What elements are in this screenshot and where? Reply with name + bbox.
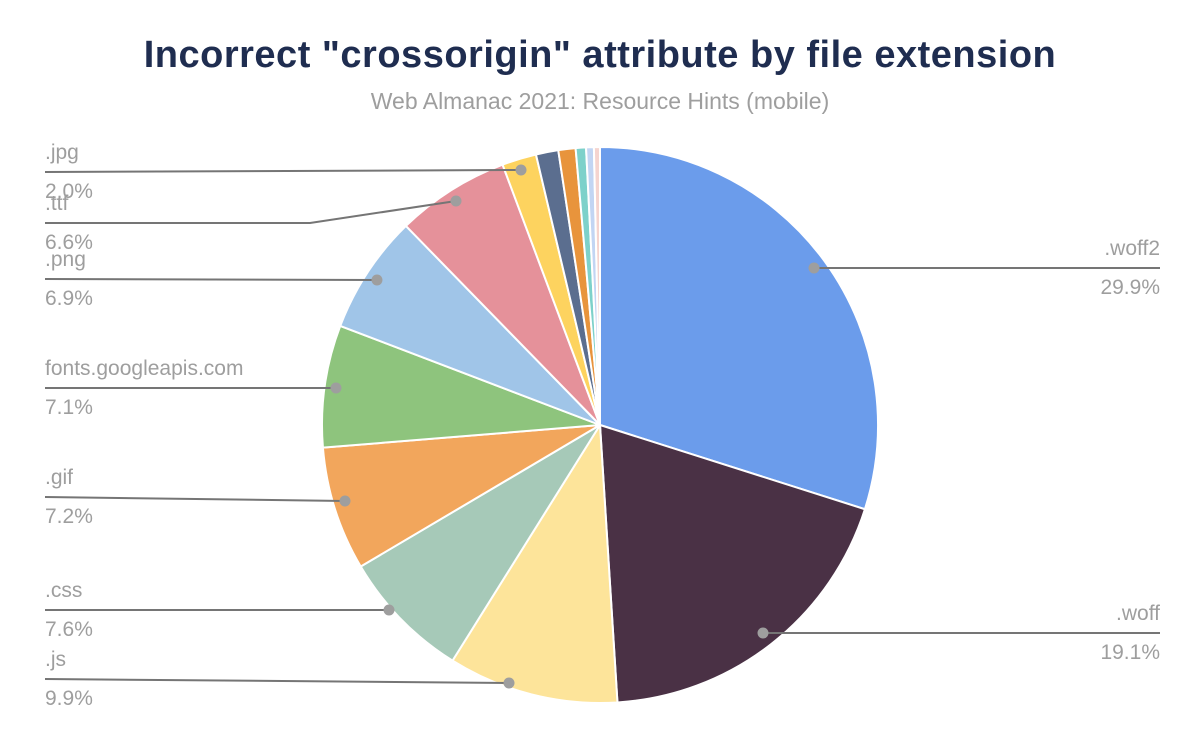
label-jpg-pct: 2.0%: [45, 180, 93, 203]
pie-slice-js: [451, 424, 619, 704]
label-woff-name: .woff: [1116, 602, 1160, 625]
label-jpg-name: .jpg: [45, 141, 79, 164]
label-ttf-name: .ttf: [45, 192, 69, 215]
label-gif-name: .gif: [45, 466, 74, 489]
pie-slice-unlabeled: [592, 146, 601, 426]
chart-subtitle: Web Almanac 2021: Resource Hints (mobile…: [370, 88, 830, 114]
label-gif-pct: 7.2%: [45, 505, 93, 528]
chart-title: Incorrect "crossorigin" attribute by fil…: [143, 34, 1057, 76]
pie-slice-gif: [321, 424, 601, 568]
label-ttf-pct: 6.6%: [45, 231, 93, 254]
pie-slice-fonts.googleapis.com: [321, 324, 601, 449]
pie-slice-woff: [599, 424, 866, 704]
label-fonts-googleapis-pct: 7.1%: [45, 396, 93, 419]
pie-slice-css: [359, 424, 601, 662]
leader-line-jpg: [44, 169, 522, 173]
label-css: .css 7.6%: [45, 580, 93, 640]
leader-dot-css: [383, 604, 395, 616]
pie-slice-woff2: [599, 146, 879, 511]
leader-dot-woff: [757, 627, 769, 639]
label-fonts-googleapis: fonts.googleapis.com 7.1%: [45, 358, 243, 418]
label-png-name: .png: [45, 248, 86, 271]
label-ttf: .ttf 6.6%: [45, 193, 93, 253]
label-js: .js 9.9%: [45, 649, 93, 709]
label-fonts-googleapis-name: fonts.googleapis.com: [45, 357, 244, 380]
label-js-pct: 9.9%: [45, 687, 93, 710]
leader-dot-gif: [339, 495, 351, 507]
label-js-name: .js: [45, 648, 66, 671]
label-png: .png 6.9%: [45, 249, 93, 309]
label-png-pct: 6.9%: [45, 287, 93, 310]
label-woff2: .woff2 29.9%: [1100, 238, 1160, 298]
leader-lines: [44, 169, 1160, 684]
label-css-pct: 7.6%: [45, 618, 93, 641]
leader-dot-jpg: [515, 164, 527, 176]
pie-slices: [321, 146, 879, 704]
label-jpg: .jpg 2.0%: [45, 142, 93, 202]
leader-dot-js: [503, 677, 515, 689]
label-css-name: .css: [45, 579, 83, 602]
label-woff-pct: 19.1%: [1100, 641, 1160, 664]
leader-dot-png: [371, 274, 383, 286]
label-woff2-name: .woff2: [1104, 237, 1160, 260]
pie-slice-png: [339, 224, 601, 426]
leader-dot-fonts: [330, 382, 342, 394]
leader-dots: [330, 164, 820, 689]
label-woff: .woff 19.1%: [1100, 603, 1160, 663]
label-gif: .gif 7.2%: [45, 467, 93, 527]
leader-dot-ttf: [450, 195, 462, 207]
label-woff2-pct: 29.9%: [1100, 276, 1160, 299]
leader-line-png: [44, 278, 378, 281]
leader-line-gif: [44, 496, 346, 502]
leader-line-ttf: [45, 200, 457, 224]
leader-dot-woff2: [808, 262, 820, 274]
pie-slice-ttf: [404, 163, 601, 426]
leader-line-js: [44, 678, 510, 684]
